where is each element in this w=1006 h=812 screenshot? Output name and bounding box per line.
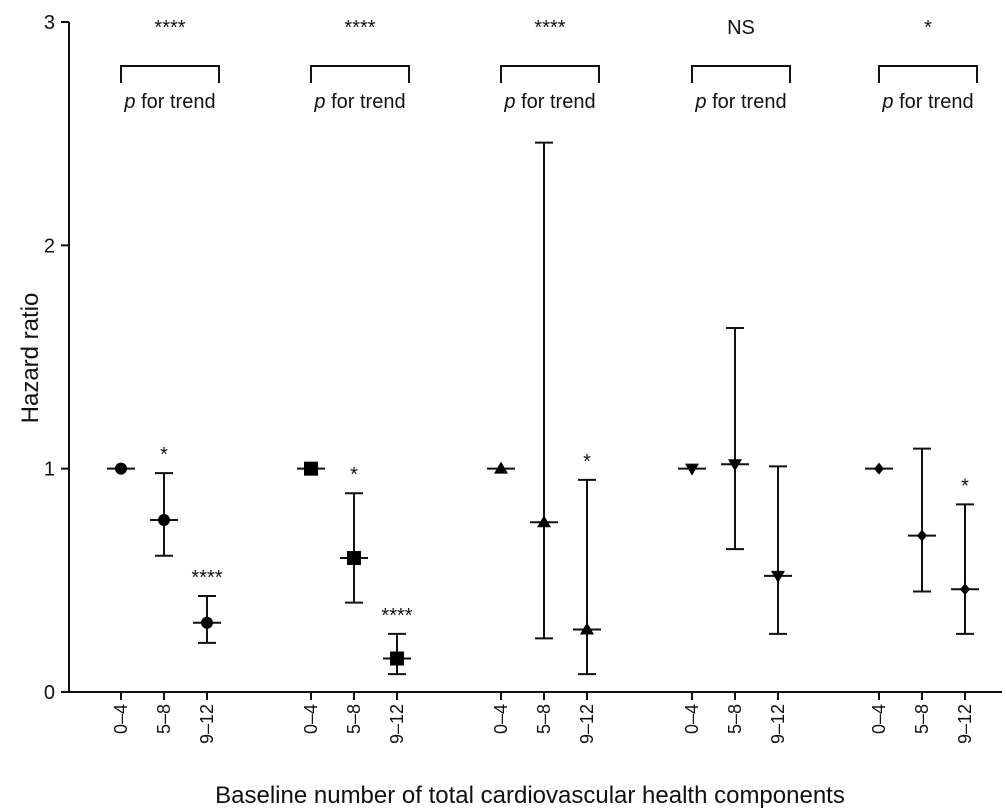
- data-point: [678, 463, 706, 476]
- data-point: [721, 326, 749, 551]
- point-significance: *: [350, 464, 358, 486]
- category-label: 0–4: [301, 704, 321, 734]
- category-label: 5–8: [154, 704, 174, 734]
- trend-label: p for trend: [503, 91, 595, 113]
- trend-label-rest: for trend: [516, 91, 596, 113]
- category-label: 9–12: [768, 704, 788, 744]
- trend-bracket: [120, 65, 220, 83]
- trend-label: p for trend: [694, 91, 786, 113]
- data-point: [487, 461, 515, 474]
- trend-label-rest: for trend: [136, 91, 216, 113]
- data-point: *: [150, 444, 178, 557]
- marker-triangle-up: [494, 461, 508, 474]
- category-label: 5–8: [725, 704, 745, 734]
- trend-significance: ****: [344, 17, 375, 39]
- marker-triangle-down: [685, 463, 699, 476]
- category-label: 5–8: [344, 704, 364, 734]
- marker-triangle-down: [771, 570, 785, 583]
- marker-square: [347, 551, 361, 565]
- trend-significance: ****: [534, 17, 565, 39]
- category-label: 9–12: [955, 704, 975, 744]
- axes: 0 1 2 3: [44, 12, 1002, 704]
- trend-label-rest: for trend: [326, 91, 406, 113]
- point-significance: *: [961, 475, 969, 497]
- data-point: [107, 462, 135, 475]
- y-tick-label: 2: [44, 235, 55, 257]
- trend-bracket-group: **** p for trend: [120, 17, 220, 113]
- y-tick-label: 3: [44, 12, 55, 34]
- data-point: ****: [381, 605, 413, 676]
- marker-circle: [201, 616, 213, 629]
- trend-label-rest: for trend: [894, 91, 974, 113]
- trend-label-italic: p: [503, 91, 515, 113]
- y-axis-title: Hazard ratio: [17, 293, 44, 424]
- category-label: 5–8: [912, 704, 932, 734]
- marker-diamond: [917, 529, 927, 542]
- data-point: ****: [191, 567, 223, 644]
- trend-annotations: **** p for trend **** p for trend **** p for …: [120, 17, 978, 113]
- trend-significance: *: [924, 17, 932, 39]
- trend-label: p for trend: [123, 91, 215, 113]
- point-significance: *: [160, 444, 168, 466]
- category-label: 0–4: [491, 704, 511, 734]
- marker-triangle-up: [537, 515, 551, 528]
- trend-label-italic: p: [313, 91, 325, 113]
- trend-bracket: [500, 65, 600, 83]
- marker-diamond: [874, 462, 884, 475]
- trend-label-italic: p: [694, 91, 706, 113]
- data-point: [908, 447, 936, 593]
- point-significance: ****: [191, 567, 222, 589]
- category-label: 0–4: [111, 704, 131, 734]
- marker-square: [304, 461, 318, 476]
- trend-bracket-group: NS p for trend: [691, 17, 791, 113]
- trend-bracket-group: * p for trend: [878, 17, 978, 113]
- category-label: 0–4: [869, 704, 889, 734]
- trend-label-italic: p: [881, 91, 893, 113]
- trend-bracket-group: **** p for trend: [310, 17, 410, 113]
- x-axis-title: Baseline number of total cardiovascular …: [215, 782, 845, 809]
- trend-label-italic: p: [123, 91, 135, 113]
- point-significance: *: [583, 451, 591, 473]
- data-point: [297, 461, 325, 476]
- category-label: 5–8: [534, 704, 554, 734]
- marker-diamond: [960, 583, 970, 596]
- category-labels: 0–4 5–8 9–12 0–4 5–8 9–12 0–4 5–8 9–12 0–4 5–8 9–12…: [111, 692, 975, 744]
- marker-triangle-up: [580, 622, 594, 635]
- category-label: 0–4: [682, 704, 702, 734]
- point-significance: ****: [381, 605, 412, 627]
- data-point: *: [573, 451, 601, 676]
- data-point: [764, 465, 792, 635]
- data-point: *: [951, 475, 979, 635]
- y-tick-label: 0: [44, 682, 55, 704]
- trend-bracket-group: **** p for trend: [500, 17, 600, 113]
- category-label: 9–12: [387, 704, 407, 744]
- trend-bracket: [691, 65, 791, 83]
- trend-significance: NS: [727, 17, 755, 39]
- marker-square: [390, 651, 404, 666]
- trend-bracket: [310, 65, 410, 83]
- trend-bracket: [878, 65, 978, 83]
- marker-triangle-down: [728, 459, 742, 472]
- category-label: 9–12: [197, 704, 217, 744]
- marker-circle: [115, 462, 127, 475]
- y-tick-label: 1: [44, 459, 55, 481]
- trend-label: p for trend: [313, 91, 405, 113]
- data-point: [530, 141, 558, 640]
- data-point: [865, 462, 893, 475]
- category-label: 9–12: [577, 704, 597, 744]
- data-points: ************: [107, 141, 979, 676]
- trend-significance: ****: [154, 17, 185, 39]
- trend-label-rest: for trend: [707, 91, 787, 113]
- marker-circle: [158, 514, 170, 527]
- data-point: *: [340, 464, 368, 604]
- trend-label: p for trend: [881, 91, 973, 113]
